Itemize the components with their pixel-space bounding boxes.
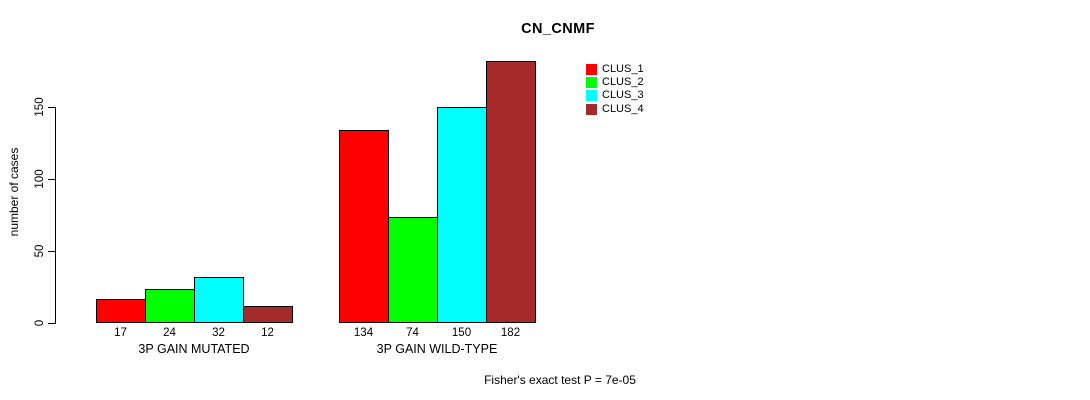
bar-value-label: 12 [261,327,274,339]
legend-item: CLUS_1 [586,63,644,76]
x-axis-group-label: 3P GAIN WILD-TYPE [376,342,498,356]
bar-value-label: 32 [212,327,225,339]
bar-clus_1-1 [96,298,146,323]
bar-clus_1-2 [339,130,389,323]
bar-clus_3-2 [437,107,487,323]
legend-color-swatch [586,64,597,76]
legend-label: CLUS_4 [602,102,644,115]
bar-clus_2-1 [145,288,195,323]
bar-value-label: 134 [353,327,374,339]
bar-clus_4-1 [243,305,293,323]
y-axis-tick-label: 100 [34,169,46,189]
x-axis-group-label: 3P GAIN MUTATED [138,342,250,356]
bar-value-label: 74 [406,327,419,339]
bar-value-label: 24 [163,327,176,339]
y-axis-tick [48,250,55,252]
bar-value-label: 17 [114,327,127,339]
legend-color-swatch [586,103,597,115]
y-axis-tick-label: 0 [34,319,46,327]
bar-clus_4-2 [486,61,536,323]
legend-item: CLUS_2 [586,76,644,89]
legend-label: CLUS_2 [602,76,644,89]
legend-item: CLUS_4 [586,103,644,116]
chart-title: CN_CNMF [521,21,595,37]
bar-value-label: 182 [500,327,521,339]
bar-clus_2-2 [388,216,438,323]
y-axis-tick [48,106,55,108]
y-axis-tick-label: 50 [34,244,46,258]
y-axis-tick-label: 150 [34,97,46,117]
legend-label: CLUS_1 [602,63,644,76]
legend-color-swatch [586,77,597,89]
y-axis-line [55,107,56,324]
bar-clus_3-1 [194,277,244,323]
bar-value-label: 150 [451,327,472,339]
legend-label: CLUS_3 [602,89,644,102]
y-axis-tick [48,178,55,180]
legend-item: CLUS_3 [586,89,644,102]
y-axis-tick [48,322,55,324]
legend: CLUS_1 CLUS_2 CLUS_3 CLUS_4 [586,63,644,116]
annotation-text: Fisher's exact test P = 7e-05 [484,373,636,387]
legend-color-swatch [586,90,597,102]
y-axis-label: number of cases [7,147,21,237]
